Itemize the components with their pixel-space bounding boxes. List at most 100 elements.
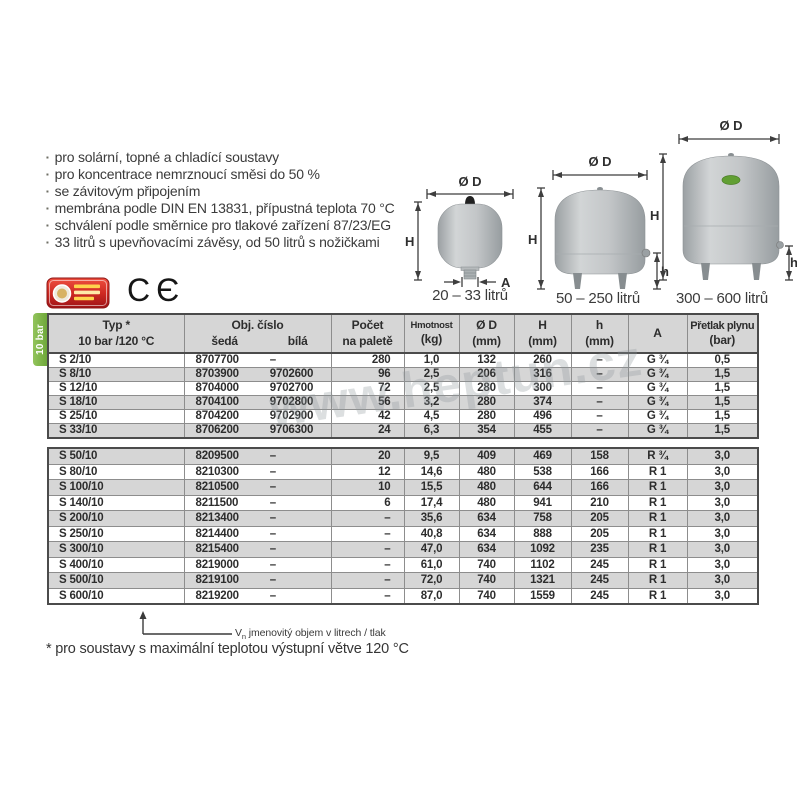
- dim-label-diameter: Ø D: [458, 176, 481, 189]
- list-item: ▪ pro solární, topné a chladící soustavy: [46, 149, 436, 166]
- table-cell: 245: [570, 572, 629, 589]
- table-cell: –: [570, 423, 629, 439]
- table-cell: G ¾: [627, 381, 688, 396]
- table-cell: 87,0: [403, 587, 460, 605]
- table-cell: 166: [570, 479, 629, 496]
- table-cell: 6: [330, 494, 405, 511]
- table-cell: S 50/10: [47, 447, 185, 465]
- product-table-block2: S 50/10 8209500–20 9,5 409 469 158 R ¾ 3,0 S 80/…: [47, 447, 759, 605]
- table-cell: 0,5: [686, 352, 759, 368]
- product-table-wrapper: Typ * 10 bar /120 °C Obj. číslo šedá bílá …: [47, 313, 759, 605]
- list-item: ▪ membrána podle DIN EN 13831, přípustná…: [46, 200, 436, 217]
- table-cell: 2,5: [403, 381, 460, 396]
- table-cell: 280: [458, 381, 515, 396]
- table-cell: 8215400–: [183, 541, 332, 558]
- table-cell: 35,6: [403, 510, 460, 527]
- col-header-pocet: Počet na paletě: [330, 313, 405, 354]
- vessel-diagram-small: Ø D H A: [405, 176, 514, 288]
- table-cell: 8210500–: [183, 479, 332, 496]
- table-cell: 3,0: [686, 587, 759, 605]
- table-cell: 469: [513, 447, 572, 465]
- feature-text: membrána podle DIN EN 13831, přípustná t…: [54, 200, 395, 216]
- feature-text: pro koncentrace nemrznoucí směsi do 50 %: [54, 166, 320, 182]
- table-cell: S 8/10: [47, 367, 185, 382]
- table-cell: 758: [513, 510, 572, 527]
- table-cell: 8211500–: [183, 494, 332, 511]
- table-cell: R 1: [627, 479, 688, 496]
- table-cell: 8703900 9702600: [183, 367, 332, 382]
- diagram-caption: 50 – 250 litrů: [556, 290, 640, 307]
- table-cell: G ¾: [627, 409, 688, 424]
- table-cell: 245: [570, 556, 629, 573]
- bullet-icon: ▪: [46, 187, 49, 196]
- feature-text: 33 litrů s upevňovacími závěsy, od 50 li…: [54, 234, 380, 250]
- table-cell: 1,5: [686, 423, 759, 439]
- table-cell: 158: [570, 447, 629, 465]
- table-cell: 316: [513, 367, 572, 382]
- table-cell: 42: [330, 409, 405, 424]
- table-cell: 72: [330, 381, 405, 396]
- table-cell: S 300/10: [47, 541, 185, 558]
- dim-label-height: H: [528, 232, 537, 247]
- bullet-icon: ▪: [46, 204, 49, 213]
- table-row: S 25/10 8704200 9702900 42 4,5 280 496– G ¾ 1,5: [47, 409, 759, 424]
- table-cell: –: [330, 556, 405, 573]
- table-row: S 100/10 8210500–10 15,5 480 644 166 R 1 3,0: [47, 479, 759, 496]
- list-item: ▪ pro koncentrace nemrznoucí směsi do 50…: [46, 166, 436, 183]
- dim-label-diameter: Ø D: [719, 120, 742, 133]
- legend-arrow-icon: [139, 611, 232, 635]
- table-cell: R 1: [627, 510, 688, 527]
- table-row: S 140/10 8211500–6 17,4 480 941 210 R 1 3,0: [47, 494, 759, 511]
- table-cell: 56: [330, 395, 405, 410]
- table-cell: 6,3: [403, 423, 460, 439]
- table-cell: 3,0: [686, 463, 759, 480]
- bullet-icon: ▪: [46, 153, 49, 162]
- table-cell: 61,0: [403, 556, 460, 573]
- table-cell: R 1: [627, 463, 688, 480]
- table-cell: 538: [513, 463, 572, 480]
- table-cell: 8704100 9702800: [183, 395, 332, 410]
- table-cell: 1,5: [686, 395, 759, 410]
- table-cell: R ¾: [627, 447, 688, 465]
- table-row: S 250/10 8214400– –40,8 634 888 205 R 1 3,0: [47, 525, 759, 542]
- list-item: ▪ 33 litrů s upevňovacími závěsy, od 50 …: [46, 234, 436, 251]
- quality-seal-icon: [46, 277, 110, 309]
- dim-label-diameter: Ø D: [588, 156, 611, 169]
- legend-text: Vn jmenovitý objem v litrech / tlak: [235, 626, 386, 641]
- table-row: S 300/10 8215400– –47,0 634 1092 235 R 1 3,0: [47, 541, 759, 558]
- table-row: S 600/10 8219200– –87,0 740 1559 245 R 1 3,0: [47, 587, 759, 605]
- dim-label-foot-height: h: [790, 255, 797, 270]
- dim-label-height: H: [405, 234, 414, 249]
- dim-label-height: H: [650, 208, 659, 223]
- table-cell: 132: [458, 352, 515, 368]
- table-cell: 496: [513, 409, 572, 424]
- table-row: S 80/10 8210300–12 14,6 480 538 166 R 1 3,0: [47, 463, 759, 480]
- table-cell: G ¾: [627, 352, 688, 368]
- table-cell: S 12/10: [47, 381, 185, 396]
- table-cell: 12: [330, 463, 405, 480]
- table-row: S 12/10 8704000 9702700 72 2,5 280 300– G ¾ 1,5: [47, 381, 759, 396]
- table-cell: 740: [458, 587, 515, 605]
- list-item: ▪ schválení podle směrnice pro tlakové z…: [46, 217, 436, 234]
- diagram-caption: 20 – 33 litrů: [432, 287, 508, 304]
- table-cell: 8210300–: [183, 463, 332, 480]
- table-cell: G ¾: [627, 367, 688, 382]
- table-cell: 8209500–: [183, 447, 332, 465]
- table-cell: –: [570, 352, 629, 368]
- table-cell: S 600/10: [47, 587, 185, 605]
- table-cell: 480: [458, 463, 515, 480]
- table-cell: 644: [513, 479, 572, 496]
- table-cell: R 1: [627, 494, 688, 511]
- table-cell: 8707700–: [183, 352, 332, 368]
- table-cell: 1559: [513, 587, 572, 605]
- volume-legend: Vn jmenovitý objem v litrech / tlak: [137, 610, 386, 641]
- table-cell: 8219200–: [183, 587, 332, 605]
- table-cell: –: [330, 541, 405, 558]
- table-cell: S 100/10: [47, 479, 185, 496]
- table-cell: R 1: [627, 556, 688, 573]
- vessel-label-sticker: [721, 175, 741, 185]
- table-cell: 260: [513, 352, 572, 368]
- table-cell: 634: [458, 525, 515, 542]
- table-cell: S 18/10: [47, 395, 185, 410]
- diagram-caption: 300 – 600 litrů: [675, 290, 769, 307]
